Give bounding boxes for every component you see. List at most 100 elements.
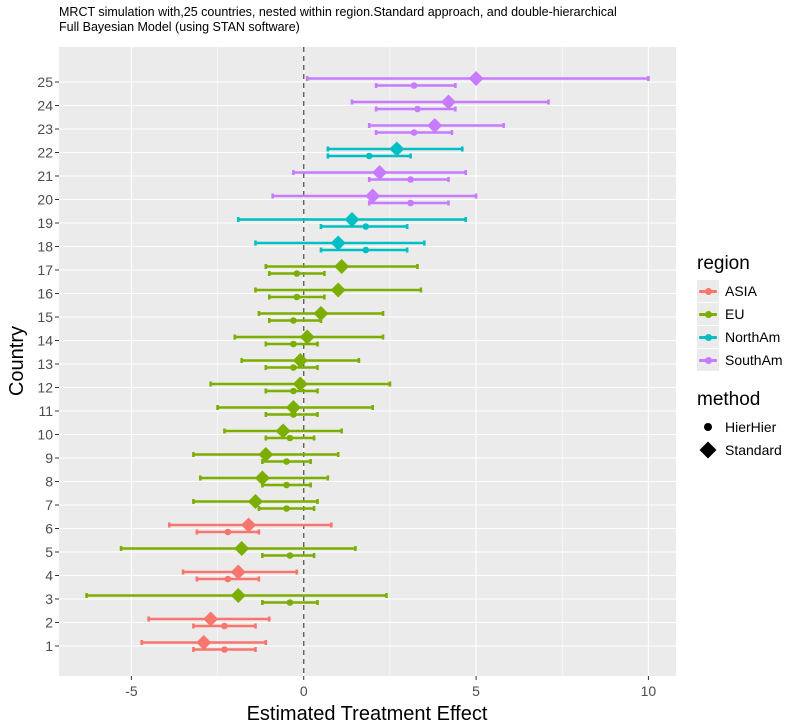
point-hierhier [410,82,418,89]
point-standard [196,635,212,650]
point-hierhier [414,105,421,113]
errorbar-hierhier-country-5 [261,552,316,559]
legend-label-asia: ASIA [725,282,757,299]
point-standard [372,165,388,180]
x-axis: -5 0 5 10 [125,676,656,699]
errorbar-hierhier-country-9 [261,458,312,465]
point-hierhier [290,317,297,324]
errorbar-hierhier-country-4 [195,575,261,583]
errorbar-standard-country-6 [168,517,333,533]
legend-region: region ASIA EU NorthAm SouthAm [697,253,783,371]
y-tick-label: 17 [37,262,53,278]
legend-dot-eu [705,310,712,318]
point-hierhier [362,223,370,230]
point-hierhier [283,481,290,489]
errorbar-standard-country-2 [147,611,271,627]
y-tick-label: 2 [45,615,53,631]
point-standard [334,259,350,274]
x-tick-label: 10 [641,683,657,699]
point-standard [441,94,457,110]
legend-item-asia: ASIA [697,279,783,302]
errorbar-hierhier-country-13 [264,364,319,371]
y-tick-label: 19 [37,215,53,231]
errorbar-standard-country-4 [181,564,299,580]
plot-panel [59,47,676,676]
legend-label-hierhier: HierHier [725,418,777,435]
y-axis-title: Country [6,326,28,396]
errorbar-hierhier-country-16 [267,293,326,301]
errorbar-standard-country-8 [199,470,330,486]
errorbar-standard-country-15 [257,306,385,321]
point-hierhier [293,270,301,277]
x-tick-label: 0 [300,683,308,699]
point-hierhier [283,505,290,512]
errorbar-hierhier-country-25 [374,82,457,89]
point-hierhier [224,528,232,536]
errorbar-standard-country-5 [119,541,357,556]
point-standard [365,188,381,204]
legend-item-standard: Standard [697,438,783,461]
legend-label-northam: NorthAm [725,328,781,345]
point-hierhier [221,646,228,653]
chart-title: MRCT simulation with,25 countries, neste… [59,5,617,34]
y-tick-label: 10 [37,427,53,443]
point-hierhier [286,434,294,442]
point-hierhier [407,176,414,183]
point-standard [313,306,329,321]
errorbar-hierhier-country-6 [195,528,261,536]
y-tick-label: 5 [45,544,53,560]
y-tick-label: 16 [37,286,53,302]
x-tick-label: 5 [472,683,480,699]
point-hierhier [221,622,228,630]
x-axis-title: Estimated Treatment Effect [247,703,488,725]
errorbar-standard-country-18 [254,235,426,251]
point-standard [247,494,263,509]
errorbar-standard-country-1 [140,635,268,650]
legend-dot-northam [705,333,712,341]
point-standard [468,71,484,86]
errorbar-hierhier-country-23 [374,129,454,136]
y-tick-label: 3 [45,591,53,607]
errorbar-hierhier-country-21 [367,176,450,183]
y-tick-label: 11 [38,403,53,419]
errorbar-hierhier-country-24 [374,105,457,113]
y-tick-label: 22 [37,145,53,161]
point-standard [258,447,274,462]
y-tick-label: 6 [45,521,53,537]
errorbar-standard-country-12 [209,376,392,392]
errorbar-standard-country-24 [350,94,550,110]
errorbar-hierhier-country-18 [319,246,409,254]
errorbar-standard-country-13 [240,353,361,368]
legend-key-southam [697,348,719,371]
point-standard [299,329,315,345]
point-standard [389,141,405,157]
y-tick-label: 20 [37,192,53,208]
y-tick-label: 24 [37,98,53,114]
point-hierhier [283,458,290,465]
errorbar-hierhier-country-7 [257,505,316,512]
legend-region-title: region [697,253,750,274]
legend-key-eu [697,302,719,325]
legend: region ASIA EU NorthAm SouthAm method Hi… [697,253,783,479]
point-hierhier [410,129,418,136]
y-tick-label: 4 [45,568,53,584]
point-standard [292,376,308,392]
y-tick-label: 23 [37,121,53,137]
legend-label-eu: EU [725,305,745,322]
point-standard [344,212,360,227]
legend-label-standard: Standard [725,441,782,458]
legend-key-asia [697,279,719,302]
errorbar-hierhier-country-11 [264,411,319,418]
point-standard [230,588,246,603]
point-standard [241,517,257,533]
errorbar-standard-country-16 [254,282,423,298]
legend-dot-southam [705,356,712,364]
errorbar-standard-country-17 [264,259,419,274]
x-tick-label: -5 [125,683,138,699]
errorbar-standard-country-22 [326,141,464,157]
errorbar-standard-country-11 [216,400,374,415]
y-axis: 1234567891011121314151617181920212223242… [37,74,59,654]
errorbar-hierhier-country-19 [319,223,409,230]
point-hierhier [290,387,297,395]
errorbar-hierhier-country-2 [192,622,257,630]
